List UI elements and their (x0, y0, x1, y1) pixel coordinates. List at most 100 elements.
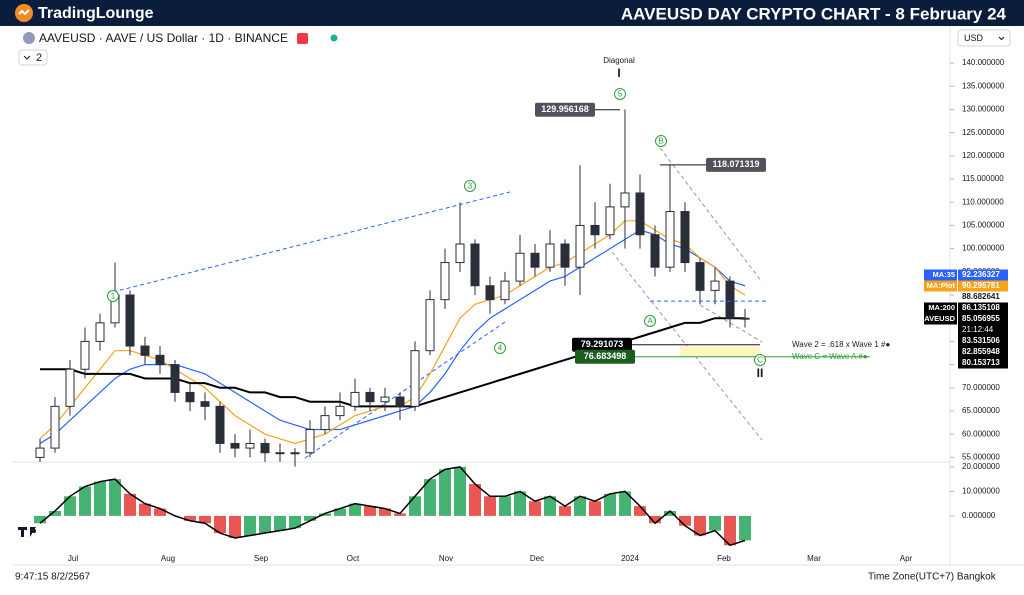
price-label-bg (575, 349, 635, 364)
wave-circle (655, 135, 667, 147)
osc-bar (109, 479, 121, 516)
osc-bar (229, 515, 241, 538)
channel-line (659, 147, 763, 283)
y-tick-label: 140.000000 (962, 58, 1005, 67)
candle-body (395, 396, 405, 407)
tv-logo (18, 527, 36, 537)
price-label-bg (572, 337, 632, 352)
tag-value-bg (958, 280, 1008, 292)
price-label-bg (535, 102, 595, 117)
osc-bar (739, 515, 751, 541)
wave-label: 4 (498, 344, 503, 353)
osc-bar (439, 469, 451, 516)
osc-bar (139, 503, 151, 516)
osc-bar (604, 493, 616, 516)
osc-bar (289, 515, 301, 529)
candle-body (635, 192, 645, 236)
price-label: 76.683498 (584, 351, 627, 361)
osc-bar (724, 515, 736, 546)
x-tick-label: Mar (807, 554, 821, 563)
tag-label: MA:35 (932, 270, 955, 279)
candle-body (530, 252, 540, 268)
candle-body (35, 447, 45, 458)
candle-body (410, 350, 420, 407)
wave-circle (644, 315, 656, 327)
candle-body (350, 391, 360, 407)
candle-body (365, 391, 375, 403)
price-label: 118.071319 (712, 159, 759, 169)
candle-body (215, 405, 225, 444)
y-tick-label: 70.000000 (962, 383, 1000, 392)
tag-value: 88.682641 (962, 292, 1000, 301)
channel-line (699, 304, 763, 343)
osc-bar (349, 503, 361, 516)
candle-body (95, 322, 105, 342)
osc-bar (589, 501, 601, 516)
candle-body (185, 391, 195, 403)
osc-bar (529, 501, 541, 516)
target-zone (680, 346, 760, 357)
osc-bar (709, 515, 721, 531)
tag-value-bg (958, 302, 1008, 314)
tag-value-bg (958, 313, 1008, 325)
osc-bar (454, 466, 466, 516)
y-tick-label: 100.000000 (962, 244, 1005, 253)
annotation: Wave C = Wave A #● (792, 352, 868, 361)
wave-circle (464, 180, 476, 192)
tag-value: 86.135108 (962, 303, 1000, 312)
candle-body (725, 280, 735, 319)
x-tick-label: Apr (900, 554, 913, 563)
candle-body (695, 262, 705, 291)
indicator-toggle[interactable] (18, 49, 48, 66)
y-tick-label: 105.000000 (962, 221, 1005, 230)
indicator-count: 2 (36, 52, 42, 64)
wave-label: 1 (111, 292, 116, 301)
osc-bar (64, 496, 76, 516)
candle-body (740, 317, 750, 320)
y-tick-label: 135.000000 (962, 81, 1005, 90)
timezone: Time Zone(UTC+7) Bangkok (868, 572, 997, 583)
y-tick-label: 65.000000 (962, 406, 1000, 415)
candle-body (230, 442, 240, 449)
brand: TradingLounge (38, 5, 154, 22)
currency-select[interactable] (957, 29, 1011, 47)
wave-circle (107, 290, 119, 302)
candle-body (455, 243, 465, 264)
osc-bar (304, 515, 316, 521)
tag-label-bg (924, 302, 957, 314)
osc-bar (79, 486, 91, 516)
tag-label: MA:Plot (927, 281, 956, 290)
osc-bar (184, 515, 196, 521)
x-tick-label: Jul (68, 554, 78, 563)
candle-body (335, 405, 345, 417)
logo-mark (18, 9, 30, 16)
flag-icon[interactable] (297, 33, 308, 44)
price-label: 129.956168 (541, 104, 589, 114)
y-tick-label: 60.000000 (962, 429, 1000, 438)
x-tick-label: Dec (530, 554, 544, 563)
candle-body (665, 211, 675, 268)
candle-body (680, 211, 690, 264)
y-tick-label: 110.000000 (962, 197, 1004, 206)
osc-bar (574, 496, 586, 516)
tag-value: 82.855948 (962, 347, 1000, 356)
candle-body (575, 224, 585, 268)
tag-label-bg (924, 313, 957, 325)
osc-bar (319, 513, 331, 516)
osc-bar (619, 491, 631, 516)
y-tick-label: 115.000000 (962, 174, 1004, 183)
osc-bar (484, 496, 496, 516)
tag-value: 83.531506 (962, 336, 1000, 345)
tag-value-bg (958, 291, 1008, 303)
countdown: 21:12:44 (962, 325, 994, 334)
chart-title: AAVEUSD DAY CRYPTO CHART - 8 February 24 (621, 4, 1007, 23)
candle-body (650, 234, 660, 268)
annotation: Wave 2 = .618 x Wave 1 #● (792, 340, 890, 349)
status-dot (330, 34, 338, 42)
candle-body (500, 280, 510, 301)
osc-bar (394, 513, 406, 516)
chevron (998, 36, 1005, 41)
wave-circle (754, 354, 766, 366)
candle-body (200, 401, 210, 407)
osc-bar (469, 484, 481, 516)
